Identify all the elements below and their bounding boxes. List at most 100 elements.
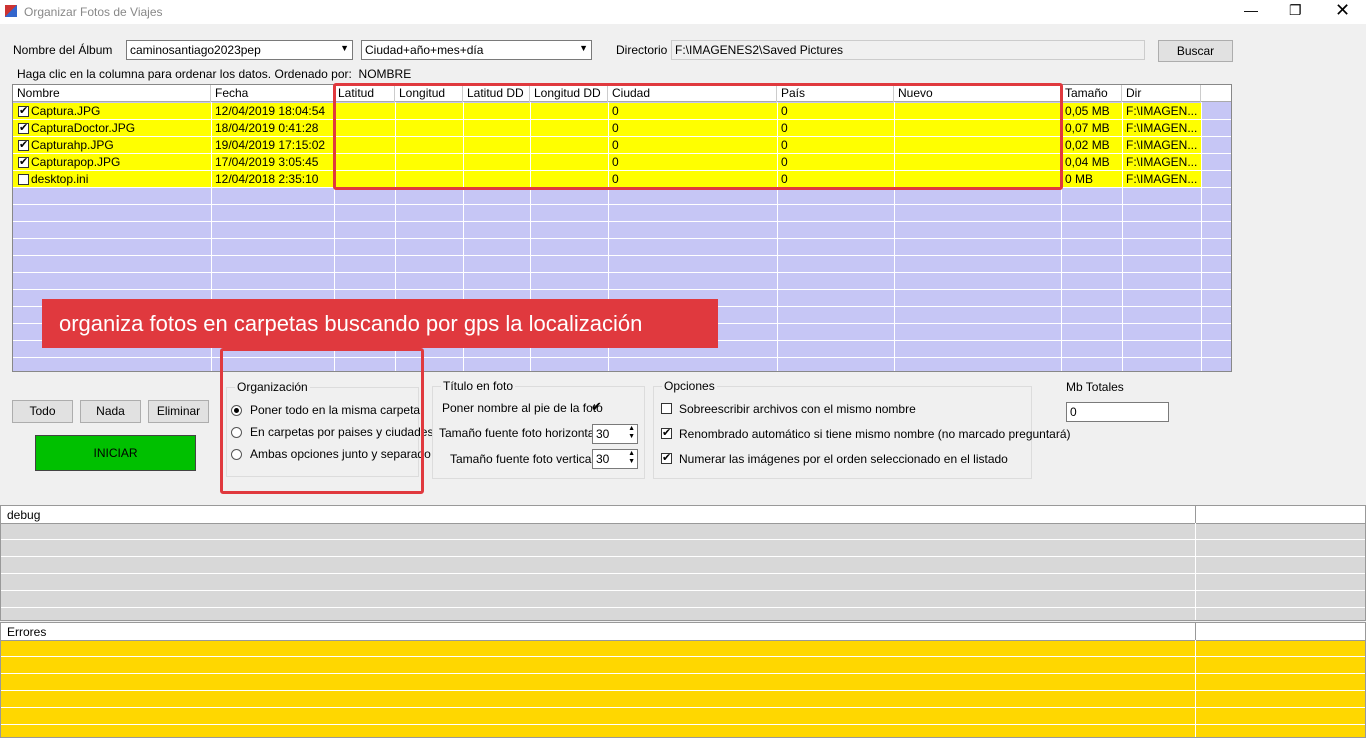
column-header[interactable]: Dir bbox=[1122, 85, 1201, 102]
vertical-spinner[interactable]: 30 ▲ ▼ bbox=[592, 449, 638, 469]
row-line bbox=[13, 272, 1231, 273]
col-line bbox=[1061, 85, 1062, 371]
vertical-label: Tamaño fuente foto vertical bbox=[450, 452, 595, 466]
column-header[interactable]: Longitud bbox=[395, 85, 463, 102]
column-header[interactable]: Nombre bbox=[13, 85, 211, 102]
organizacion-group: Organización Poner todo en la misma carpe… bbox=[226, 380, 433, 477]
col-divider bbox=[1195, 523, 1196, 620]
close[interactable]: ✕ bbox=[1335, 0, 1351, 20]
table-cell: 0,07 MB bbox=[1065, 121, 1110, 135]
group-title: Título en foto bbox=[441, 379, 516, 393]
radio-label: Poner todo en la misma carpeta bbox=[250, 403, 421, 417]
row-checkbox[interactable]: ✔ bbox=[18, 156, 29, 168]
column-header[interactable]: Tamaño bbox=[1061, 85, 1122, 102]
table-cell: 0 bbox=[781, 138, 788, 152]
table-cell: F:\IMAGEN... bbox=[1126, 172, 1198, 186]
dir-label: Directorio bbox=[616, 43, 668, 57]
select-all-button[interactable]: Todo bbox=[12, 400, 73, 423]
option-checkbox[interactable] bbox=[661, 403, 672, 414]
horizontal-label: Tamaño fuente foto horizontal bbox=[439, 426, 598, 440]
col-line bbox=[777, 85, 778, 371]
col-line bbox=[1201, 85, 1202, 371]
column-header[interactable]: Longitud DD bbox=[530, 85, 608, 102]
debug-header: debug bbox=[1, 506, 1365, 524]
table-cell: 12/04/2019 18:04:54 bbox=[215, 104, 326, 118]
col-divider bbox=[1195, 623, 1196, 640]
minimize[interactable]: — bbox=[1244, 2, 1258, 18]
col-line bbox=[1122, 85, 1123, 371]
row-line bbox=[13, 136, 1231, 137]
row-line bbox=[13, 170, 1231, 171]
table-row bbox=[13, 171, 1201, 187]
caption-label: Poner nombre al pie de la foto bbox=[442, 401, 603, 415]
horizontal-value: 30 bbox=[596, 427, 610, 441]
radio-label: En carpetas por paises y ciudades bbox=[250, 425, 434, 439]
dir-value: F:\IMAGENES2\Saved Pictures bbox=[675, 43, 844, 57]
album-combo[interactable]: caminosantiago2023pep ▼ bbox=[126, 40, 353, 60]
horizontal-spinner[interactable]: 30 ▲ ▼ bbox=[592, 424, 638, 444]
radio-button[interactable] bbox=[231, 405, 242, 416]
title-bar: Organizar Fotos de Viajes — ❐ ✕ bbox=[0, 0, 1366, 24]
errors-panel: Errores bbox=[0, 622, 1366, 738]
start-button[interactable]: INICIAR bbox=[35, 435, 196, 471]
debug-panel: debug bbox=[0, 505, 1366, 621]
format-combo[interactable]: Ciudad+año+mes+día ▼ bbox=[361, 40, 592, 60]
option-checkbox[interactable]: ✔ bbox=[661, 452, 672, 464]
caption-checkbox[interactable]: ✔ bbox=[591, 399, 602, 414]
errors-header: Errores bbox=[1, 623, 1365, 641]
table-row bbox=[13, 103, 1201, 119]
table-cell: 0,04 MB bbox=[1065, 155, 1110, 169]
annotation-banner: organiza fotos en carpetas buscando por … bbox=[42, 299, 718, 348]
radio-button[interactable] bbox=[231, 427, 242, 438]
restore[interactable]: ❐ bbox=[1289, 2, 1302, 18]
col-divider bbox=[1195, 506, 1196, 523]
row-line bbox=[13, 119, 1231, 120]
table-cell: Capturahp.JPG bbox=[31, 138, 114, 152]
col-line bbox=[608, 85, 609, 371]
table-row bbox=[13, 120, 1201, 136]
search-button[interactable]: Buscar bbox=[1158, 40, 1233, 62]
table-cell: 0 bbox=[612, 172, 619, 186]
window-title: Organizar Fotos de Viajes bbox=[24, 5, 163, 19]
table-cell: 12/04/2018 2:35:10 bbox=[215, 172, 319, 186]
row-checkbox[interactable]: ✔ bbox=[18, 122, 29, 134]
radio-button[interactable] bbox=[231, 449, 242, 460]
col-line bbox=[395, 85, 396, 371]
row-line bbox=[13, 204, 1231, 205]
spin-arrows[interactable]: ▲ ▼ bbox=[628, 450, 635, 465]
totals-field: 0 bbox=[1066, 402, 1169, 422]
debug-title: debug bbox=[7, 508, 41, 522]
col-line bbox=[334, 85, 335, 371]
table-cell: F:\IMAGEN... bbox=[1126, 104, 1198, 118]
highlight-box bbox=[220, 348, 424, 494]
delete-button[interactable]: Eliminar bbox=[148, 400, 209, 423]
row-checkbox[interactable]: ✔ bbox=[18, 105, 29, 117]
table-row bbox=[13, 137, 1201, 153]
radio-label: Ambas opciones junto y separado bbox=[250, 447, 431, 461]
column-header[interactable]: Ciudad bbox=[608, 85, 777, 102]
col-line bbox=[463, 85, 464, 371]
column-header[interactable]: País bbox=[777, 85, 894, 102]
row-line bbox=[13, 255, 1231, 256]
group-title: Opciones bbox=[662, 379, 717, 393]
table-cell: 0,05 MB bbox=[1065, 104, 1110, 118]
option-label: Sobreescribir archivos con el mismo nomb… bbox=[679, 402, 916, 416]
table-cell: F:\IMAGEN... bbox=[1126, 138, 1198, 152]
column-header[interactable]: Latitud DD bbox=[463, 85, 530, 102]
album-label: Nombre del Álbum bbox=[13, 43, 113, 57]
dropdown-arrow: ▼ bbox=[340, 43, 349, 53]
row-checkbox[interactable]: ✔ bbox=[18, 139, 29, 151]
table-cell: 0 bbox=[612, 138, 619, 152]
row-checkbox[interactable] bbox=[18, 174, 29, 185]
highlight-box bbox=[333, 83, 1063, 190]
option-label: Renombrado automático si tiene mismo nom… bbox=[679, 427, 1071, 441]
col-line bbox=[530, 85, 531, 371]
spin-arrows[interactable]: ▲ ▼ bbox=[628, 425, 635, 440]
sort-value: NOMBRE bbox=[358, 67, 412, 81]
option-checkbox[interactable]: ✔ bbox=[661, 427, 672, 439]
select-none-button[interactable]: Nada bbox=[80, 400, 141, 423]
group-title: Organización bbox=[235, 380, 310, 394]
column-header[interactable]: Fecha bbox=[211, 85, 334, 102]
column-header[interactable]: Latitud bbox=[334, 85, 395, 102]
